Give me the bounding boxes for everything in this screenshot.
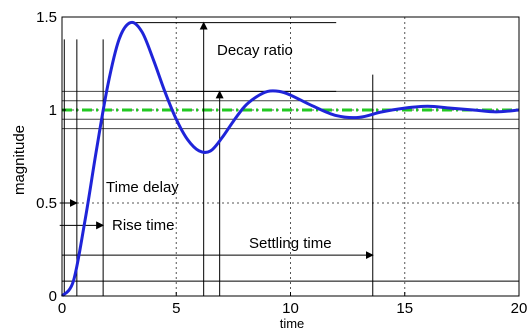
y-tick-label: 1.5 [36, 9, 57, 26]
y-tick-label: 0 [49, 288, 57, 305]
y-axis-label: magnitude [11, 125, 28, 195]
y-tick-label: 1 [49, 102, 57, 119]
step-response-line [60, 20, 520, 298]
x-tick-label: 5 [172, 300, 180, 317]
annotation-settling-time: Settling time [249, 235, 332, 252]
series-layer [60, 20, 520, 298]
x-tick-label: 20 [511, 300, 528, 317]
x-tick-label: 0 [58, 300, 66, 317]
y-tick-label: 0.5 [36, 195, 57, 212]
annotation-time-delay: Time delay [106, 179, 179, 196]
x-tick-label: 10 [282, 300, 299, 317]
reference-lines [59, 21, 519, 296]
annotation-decay-ratio: Decay ratio [217, 42, 293, 59]
annotation-rise-time: Rise time [112, 217, 175, 234]
tick-labels: 0 5 10 15 20 0 0.5 1 1.5 [36, 9, 527, 317]
x-axis-label: time [280, 316, 305, 331]
x-tick-label: 15 [396, 300, 413, 317]
